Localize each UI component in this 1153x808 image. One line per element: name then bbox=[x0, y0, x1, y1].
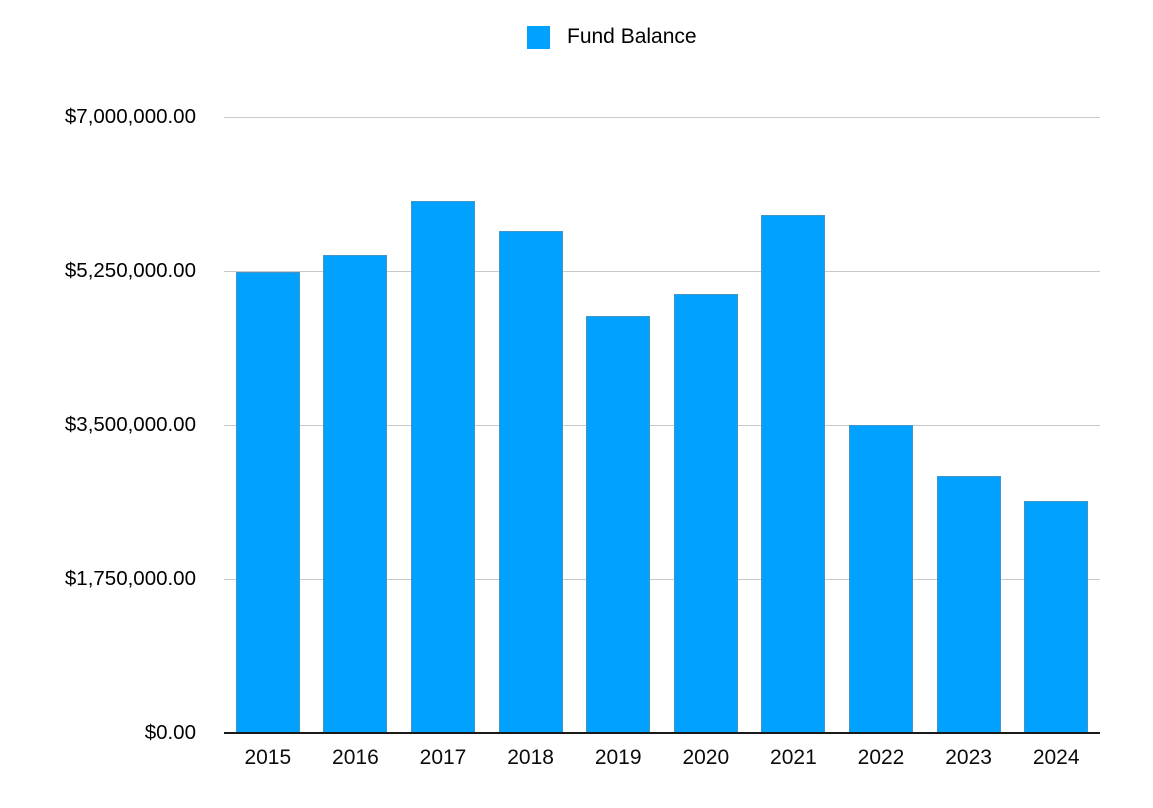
bar-2017[interactable] bbox=[411, 201, 475, 733]
bar-2023[interactable] bbox=[936, 476, 1001, 733]
bar-2015[interactable] bbox=[235, 271, 300, 733]
chart-legend[interactable]: Fund Balance bbox=[527, 25, 697, 49]
x-axis-tick-label: 2022 bbox=[857, 746, 905, 769]
y-axis-tick-label: $1,750,000.00 bbox=[64, 567, 196, 590]
bar-2020[interactable] bbox=[673, 293, 738, 733]
y-axis-tick-label: $3,500,000.00 bbox=[64, 413, 196, 436]
x-axis-tick-label: 2015 bbox=[244, 746, 292, 769]
x-axis-tick-label: 2018 bbox=[507, 746, 554, 769]
x-axis-tick-label: 2024 bbox=[1032, 746, 1080, 769]
bar-2018[interactable] bbox=[498, 231, 563, 733]
x-axis-tick-label: 2017 bbox=[419, 746, 467, 769]
x-axis-line bbox=[224, 732, 1100, 734]
x-axis-tick-label: 2019 bbox=[594, 746, 642, 769]
legend-label: Fund Balance bbox=[567, 25, 697, 48]
x-axis-tick-label: 2020 bbox=[682, 746, 730, 769]
gridline bbox=[224, 117, 1100, 118]
bar-2021[interactable] bbox=[761, 214, 826, 733]
y-axis-tick-label: $7,000,000.00 bbox=[64, 105, 196, 128]
x-axis-tick-label: 2016 bbox=[332, 746, 379, 769]
x-axis-tick-label: 2021 bbox=[770, 746, 817, 769]
bar-2016[interactable] bbox=[323, 255, 388, 733]
gridline bbox=[224, 579, 1100, 580]
x-axis-tick-label: 2023 bbox=[945, 746, 992, 769]
legend-color-swatch bbox=[527, 25, 550, 49]
gridline bbox=[224, 425, 1100, 426]
y-axis-tick-label: $0.00 bbox=[144, 721, 196, 744]
y-axis-tick-label: $5,250,000.00 bbox=[64, 259, 196, 282]
bar-2022[interactable] bbox=[849, 425, 913, 733]
bar-2019[interactable] bbox=[586, 315, 651, 733]
bar-2024[interactable] bbox=[1024, 500, 1089, 733]
gridline bbox=[224, 271, 1100, 272]
